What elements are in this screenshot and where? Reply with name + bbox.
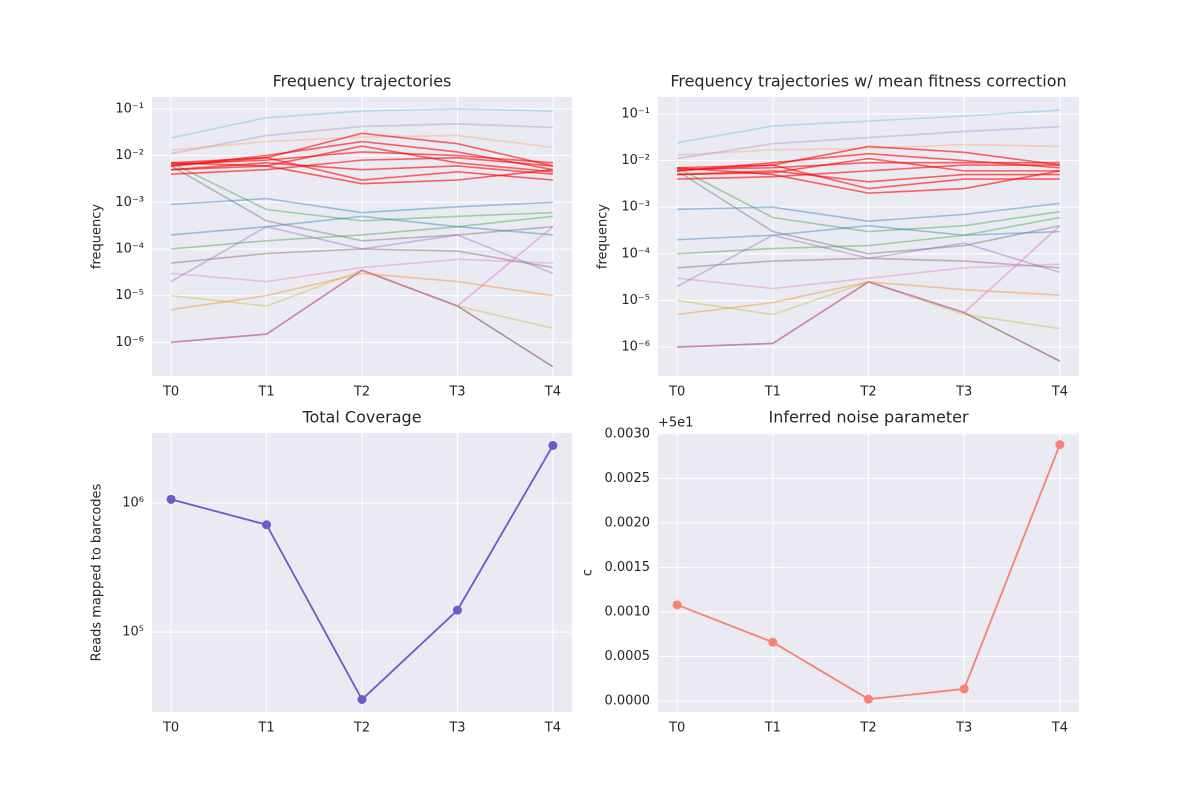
trajectory-line [676,109,1060,144]
y-tick-label: 10⁶ [122,496,144,511]
y-tick-label: 10⁻⁶ [115,335,144,350]
y-tick-label: 0.0015 [605,560,651,575]
data-point [166,494,176,504]
y-tick-label: 0.0030 [605,426,651,441]
trajectory-line [170,225,554,283]
x-tick-label: T3 [448,385,465,400]
trajectory-line [171,226,554,344]
data-point [1055,440,1065,450]
y-tick-label: 10⁻² [621,153,650,168]
trajectory-line [171,156,553,175]
x-tick-label: T2 [353,385,370,400]
trajectory-line [171,258,553,283]
y-tick-label: 10⁵ [122,625,144,640]
x-tick-label: T3 [955,721,972,736]
data-point [357,695,367,705]
trajectory-line [676,167,1060,233]
y-tick-label: 0.0010 [605,604,651,619]
chart-title: Inferred noise parameter [768,408,968,427]
x-tick-label: T2 [859,385,876,400]
trajectory-line [677,161,1060,171]
x-tick-label: T4 [544,721,561,736]
x-tick-label: T1 [764,721,781,736]
data-point [548,440,558,450]
trajectory-line [677,164,1060,180]
y-axis-label: Reads mapped to barcodes [90,483,105,661]
y-tick-label: 10⁻³ [115,195,144,210]
data-point [262,520,272,530]
y-tick-label: 0.0020 [605,515,651,530]
y-axis-label: frequency [90,204,105,270]
trajectory-line [171,215,553,236]
trajectory-line [171,215,553,250]
data-point [768,637,778,647]
x-tick-label: T1 [257,385,274,400]
data-point [672,600,682,610]
trajectory-line [677,202,1060,223]
trajectory-line [677,263,1060,290]
trajectory-line [171,156,553,181]
y-tick-label: 10⁻¹ [621,106,650,121]
chart-title: Frequency trajectories [273,72,452,91]
trajectory-line [677,143,1060,156]
y-tick-label: 10⁻³ [621,200,650,215]
trajectory-line [677,225,1061,348]
y-tick-label: 10⁻⁵ [621,293,650,308]
trajectory-line [677,216,1061,255]
x-tick-label: T3 [448,721,465,736]
trajectory-line [171,162,553,185]
y-tick-label: 10⁻⁴ [621,246,650,261]
trajectory-line [171,248,554,269]
y-tick-label: 0.0025 [605,471,651,486]
trajectory-line [170,165,553,242]
x-tick-label: T0 [668,385,685,400]
trajectory-line [170,122,553,155]
data-point [452,605,462,615]
y-tick-label: 10⁻⁴ [115,241,144,256]
trajectory-line [677,257,1060,269]
data-point [864,694,873,704]
trajectory-line [677,281,1060,316]
trajectory-line [171,134,554,152]
x-tick-label: T4 [1051,385,1068,400]
trajectory-line [677,224,1060,241]
x-tick-label: T4 [1051,721,1068,736]
x-tick-label: T3 [955,385,972,400]
trajectory-line [170,272,554,311]
chart-title: Total Coverage [301,408,421,427]
trajectory-line [677,125,1060,160]
x-tick-label: T2 [859,721,876,736]
y-tick-label: 10⁻² [115,148,144,163]
y-tick-label: 10⁻⁵ [115,288,144,303]
y-tick-label: 10⁻⁶ [621,340,650,355]
trajectory-line [677,166,1061,194]
trajectory-line [676,234,1061,288]
trajectory-line [676,170,1061,255]
trajectory-line [171,151,553,166]
trajectory-line [171,197,553,214]
y-tick-label: 0.0005 [605,649,651,664]
x-tick-label: T1 [257,721,274,736]
y-tick-label: 0.0000 [605,693,651,708]
x-tick-label: T0 [162,721,179,736]
y-axis-label: frequency [596,204,611,270]
trajectory-line [677,164,1060,190]
trajectory-line [170,162,553,222]
x-tick-label: T0 [668,721,685,736]
x-tick-label: T0 [162,385,179,400]
y-axis-label: c [581,569,596,576]
trajectory-line [677,157,1060,176]
y-tick-label: 10⁻¹ [115,101,144,116]
x-tick-label: T4 [544,385,561,400]
data-point [959,684,969,694]
chart-title: Frequency trajectories w/ mean fitness c… [670,72,1066,91]
x-tick-label: T1 [764,385,781,400]
x-tick-label: T2 [353,721,370,736]
offset-text: +5e1 [658,416,693,431]
trajectory-line [171,145,553,173]
trajectory-line [170,108,553,139]
